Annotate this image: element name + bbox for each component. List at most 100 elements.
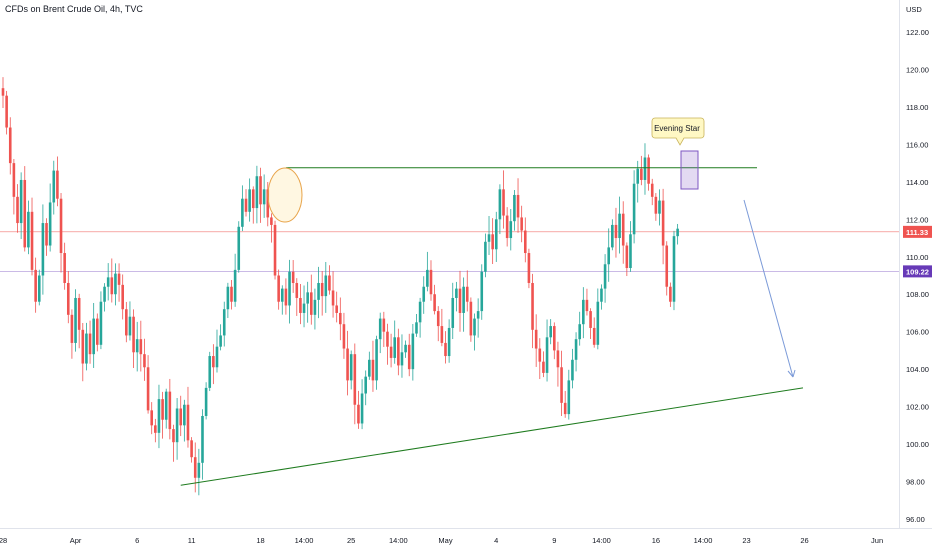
highlight-circle[interactable]	[267, 167, 303, 223]
candle-body	[516, 194, 520, 218]
candle-body	[440, 326, 444, 343]
candle-body	[640, 168, 643, 180]
candle-body	[368, 359, 371, 377]
projection-arrowhead	[787, 369, 796, 378]
price-tags: 111.33 109.22	[903, 225, 932, 278]
candle-body	[66, 282, 70, 315]
candle-body	[534, 329, 538, 349]
candle-body	[429, 269, 433, 295]
candle-body	[393, 337, 397, 358]
candle-body	[230, 286, 233, 302]
candle-body	[259, 176, 262, 205]
candle-body	[527, 253, 531, 283]
candle-body	[320, 282, 324, 297]
candle-body	[494, 219, 498, 250]
candle-body	[125, 309, 128, 336]
x-tick-label: 14:00	[592, 536, 611, 545]
candle-body	[248, 189, 251, 212]
candle-body	[88, 333, 92, 355]
candle-body	[375, 339, 378, 381]
candle-body	[563, 402, 567, 415]
candle-body	[531, 282, 534, 330]
candle-body	[672, 236, 676, 302]
candle-body	[491, 234, 494, 250]
candle-body	[473, 318, 476, 336]
x-tick-label: Jun	[871, 536, 883, 545]
x-tick-label: 14:00	[295, 536, 314, 545]
x-tick-label: 14:00	[389, 536, 408, 545]
candle-body	[661, 200, 665, 246]
y-tick-label: 100.00	[906, 440, 929, 449]
evening-star-box[interactable]	[680, 150, 699, 190]
candle-body	[400, 352, 404, 366]
candle-body	[302, 303, 306, 313]
candle-body	[183, 404, 186, 426]
y-tick-label: 110.00	[906, 253, 928, 262]
candle-body	[197, 462, 201, 478]
candle-body	[607, 247, 611, 265]
candle-body	[436, 311, 440, 327]
callout-text: Evening Star	[654, 124, 700, 133]
candle-body	[175, 408, 179, 443]
candle-body	[23, 179, 27, 248]
y-tick-label: 114.00	[906, 178, 928, 187]
candle-body	[422, 286, 426, 302]
candle-body	[150, 410, 154, 426]
candle-body	[614, 224, 618, 239]
drawings-group[interactable]: Evening Star	[180, 117, 804, 486]
candle-body	[589, 311, 592, 328]
candle-body	[172, 429, 175, 443]
candle-body	[63, 253, 66, 283]
price-axis[interactable]: USD 96.00 98.00 100.00 102.00 104.00 106.00 108…	[906, 5, 929, 524]
candle-body	[41, 223, 45, 276]
candle-body	[523, 230, 527, 254]
candle-body	[212, 356, 215, 368]
candle-body	[357, 404, 360, 424]
candle-body	[658, 200, 661, 214]
candle-body	[389, 346, 393, 358]
candle-body	[596, 301, 600, 345]
candle-body	[233, 269, 237, 302]
candle-body	[542, 361, 545, 373]
candle-body	[509, 221, 513, 239]
candle-body	[487, 234, 491, 242]
candle-body	[335, 305, 338, 313]
y-tick-label: 96.00	[906, 515, 925, 524]
candle-body	[520, 217, 523, 231]
projection-arrow[interactable]	[743, 199, 794, 378]
candle-body	[280, 288, 284, 302]
support-trendline[interactable]	[180, 387, 804, 486]
candle-body	[331, 290, 335, 306]
x-tick-label: 28	[0, 536, 7, 545]
candle-body	[582, 299, 585, 325]
candle-body	[378, 318, 382, 340]
y-tick-label: 106.00	[906, 328, 929, 337]
candle-body	[295, 282, 299, 298]
time-axis[interactable]: 28 Apr 6 11 18 14:00 25 14:00 May 4 9 14:00 16 14:00 2…	[0, 536, 883, 545]
candle-body	[309, 292, 313, 315]
currency-label: USD	[906, 5, 922, 14]
candle-body	[161, 399, 164, 420]
y-tick-label: 104.00	[906, 365, 929, 374]
candle-body	[190, 440, 193, 458]
candle-body	[132, 316, 135, 353]
candle-body	[549, 326, 552, 338]
candle-body	[665, 245, 669, 287]
candle-body	[603, 264, 607, 289]
candle-body	[204, 387, 208, 416]
candle-body	[418, 301, 422, 323]
x-tick-label: Apr	[70, 536, 82, 545]
candle-body	[592, 327, 596, 345]
candle-body	[567, 380, 571, 415]
candle-body	[157, 399, 161, 433]
evening-star-callout[interactable]: Evening Star	[651, 117, 705, 146]
candle-body	[447, 327, 451, 357]
candle-body	[676, 228, 679, 237]
y-tick-label: 122.00	[906, 28, 929, 37]
candle-body	[164, 391, 168, 420]
candle-body	[81, 329, 85, 364]
candle-body	[600, 288, 603, 302]
candle-body	[186, 404, 190, 441]
candle-body	[556, 350, 560, 368]
